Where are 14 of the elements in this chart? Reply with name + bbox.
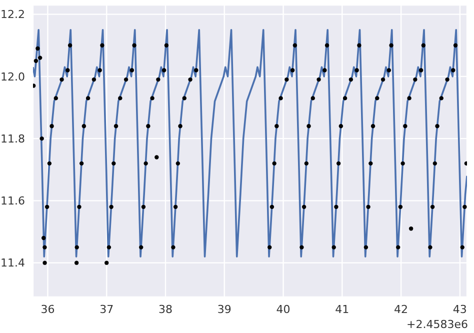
y-tick-label: 11.8 <box>0 132 25 146</box>
x-tick-label: 37 <box>100 302 114 316</box>
x-tick-label: 38 <box>158 302 172 316</box>
text: +2.4583e6 <box>406 318 468 331</box>
x-tick-label: 43 <box>452 302 467 316</box>
y-tick-label: 12.2 <box>0 8 25 22</box>
x-tick-label: 39 <box>217 302 232 316</box>
x-tick-label: 41 <box>335 302 350 316</box>
y-tick-label: 11.4 <box>0 256 25 270</box>
x-tick-label: 36 <box>40 302 55 316</box>
y-tick-label: 11.6 <box>0 194 25 208</box>
x-tick-label: 40 <box>276 302 290 316</box>
y-tick-label: 12.0 <box>0 70 25 84</box>
x-tick-label: 42 <box>394 302 408 316</box>
